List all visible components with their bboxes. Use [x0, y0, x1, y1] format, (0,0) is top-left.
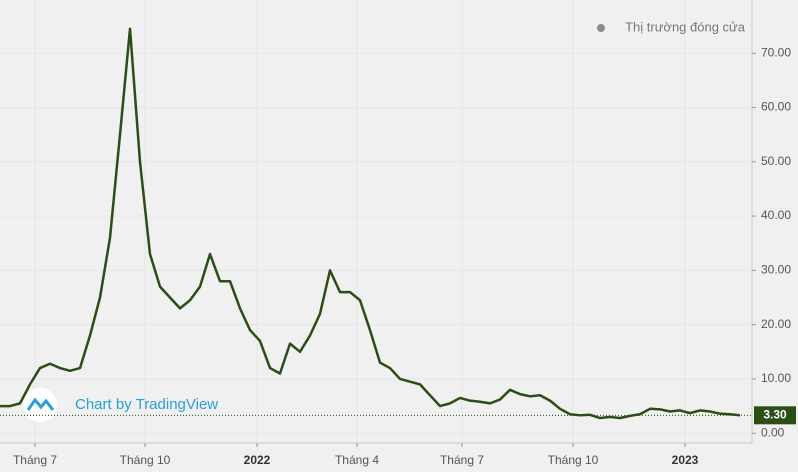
y-tick-label: 70.00 — [761, 45, 791, 59]
watermark-logo — [23, 388, 57, 422]
y-tick-label: 0.00 — [761, 425, 785, 439]
price-line — [0, 27, 741, 420]
last-price-label: 3.30 — [763, 407, 787, 421]
x-tick-label: Tháng 7 — [440, 453, 484, 467]
x-tick-label: Tháng 4 — [335, 453, 379, 467]
legend-dot — [597, 24, 605, 32]
logo-wave — [26, 397, 55, 411]
y-tick-label: 50.00 — [761, 154, 791, 168]
watermark: Chart by TradingView — [75, 396, 218, 413]
x-tick-label: Tháng 10 — [548, 453, 599, 467]
legend-label: Thị trường đóng cửa — [625, 19, 746, 34]
y-tick-label: 40.00 — [761, 208, 791, 222]
x-tick-label: 2023 — [672, 453, 699, 467]
y-tick-label: 60.00 — [761, 100, 791, 114]
last-price-box — [754, 406, 796, 425]
y-tick-label: 20.00 — [761, 317, 791, 331]
y-tick-label: 30.00 — [761, 263, 791, 277]
x-tick-label: Tháng 7 — [13, 453, 57, 467]
x-tick-label: Tháng 10 — [120, 453, 171, 467]
y-tick-label: 10.00 — [761, 371, 791, 385]
x-tick-label: 2022 — [244, 453, 271, 467]
